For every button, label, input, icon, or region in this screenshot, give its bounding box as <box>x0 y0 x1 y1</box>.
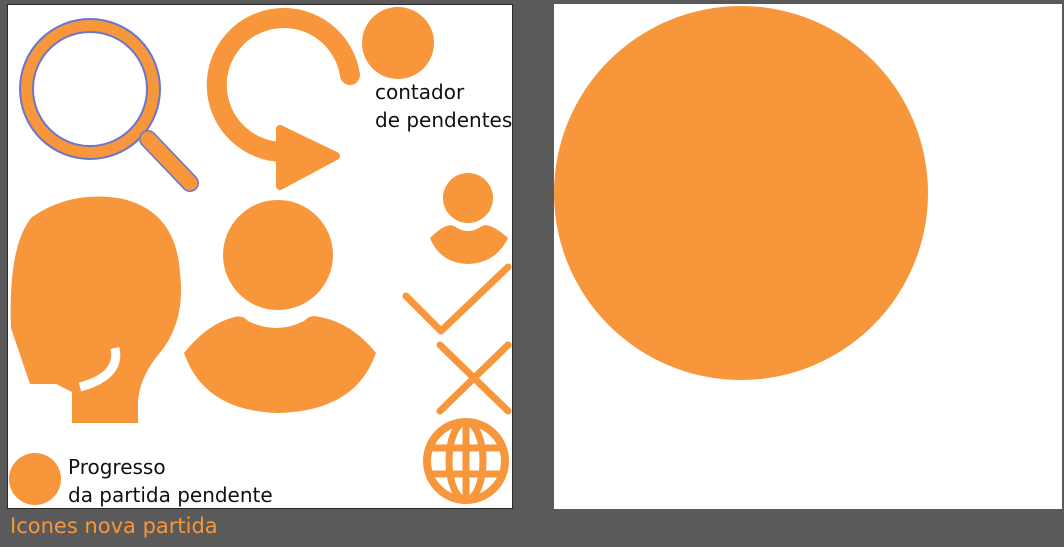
icon-set-canvas <box>9 7 512 505</box>
icon-artboard-left: contador de pendentes Progresso da parti… <box>7 4 513 509</box>
user-large-icon <box>184 200 376 413</box>
head-profile-icon <box>10 196 182 423</box>
progress-dot-icon <box>9 453 61 505</box>
search-icon <box>19 18 199 192</box>
refresh-arrow-icon <box>206 8 360 190</box>
counter-label: contador de pendentes <box>375 80 513 132</box>
user-small-icon <box>430 173 508 264</box>
icon-artboard-right <box>554 4 1062 509</box>
progress-label: Progresso da partida pendente <box>68 455 273 507</box>
large-circle-icon <box>554 6 928 380</box>
counter-dot-icon <box>362 7 434 79</box>
footer-title: Icones nova partida <box>10 514 218 538</box>
checkmark-icon <box>402 263 512 335</box>
close-x-icon <box>436 341 512 415</box>
globe-icon <box>423 418 509 504</box>
large-circle-canvas <box>554 6 928 380</box>
